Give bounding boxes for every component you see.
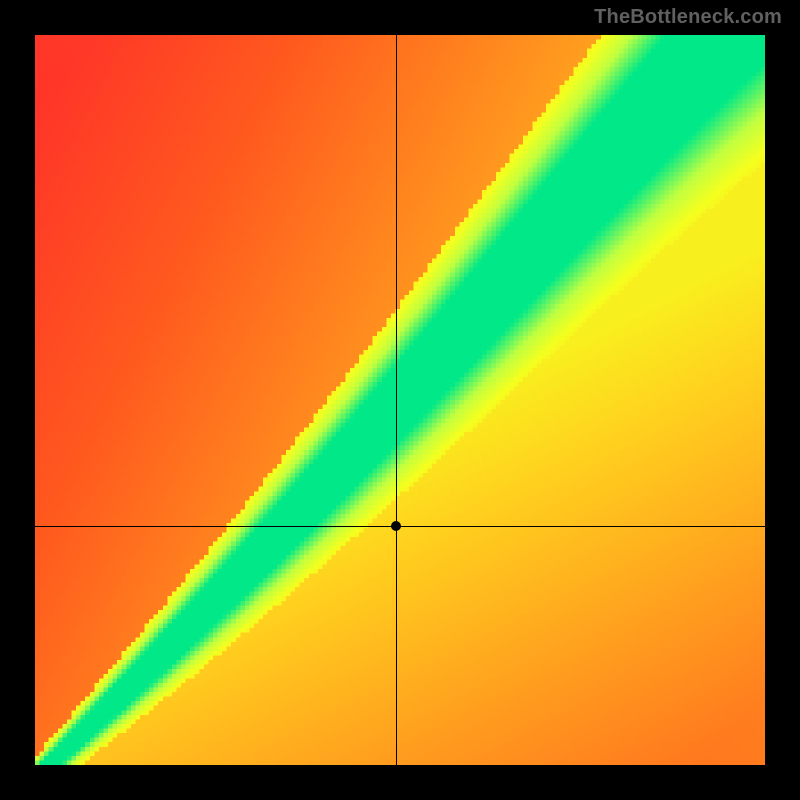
watermark-text: TheBottleneck.com bbox=[594, 6, 782, 29]
chart-container: TheBottleneck.com bbox=[0, 0, 800, 800]
crosshair-vertical bbox=[396, 35, 397, 765]
bottleneck-heatmap bbox=[35, 35, 765, 765]
crosshair-marker-dot bbox=[391, 521, 401, 531]
